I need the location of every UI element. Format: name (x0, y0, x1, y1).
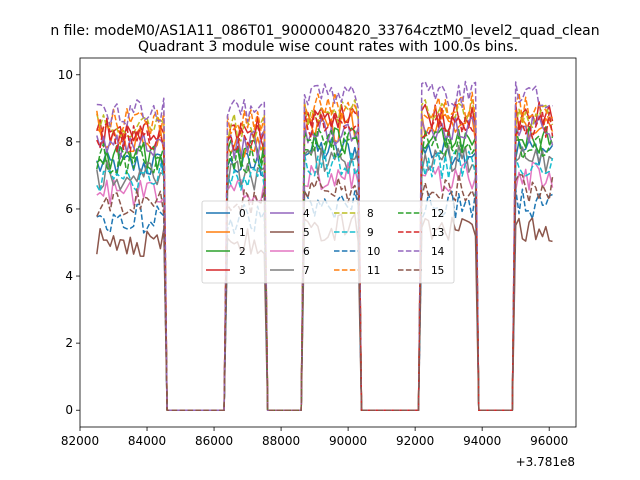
legend-frame (201, 200, 455, 284)
x-tick-label: 86000 (195, 434, 233, 448)
legend-label-7: 7 (303, 265, 310, 277)
y-tick-label: 8 (65, 135, 73, 149)
y-tick-label: 4 (65, 269, 73, 283)
x-tick-label: 82000 (61, 434, 99, 448)
legend-label-12: 12 (431, 208, 444, 220)
legend-label-10: 10 (367, 246, 380, 258)
y-tick-label: 10 (58, 68, 73, 82)
figure-suptitle: n file: modeM0/AS1A11_086T01_9000004820_… (50, 23, 599, 39)
x-axis: 82000 84000 86000 88000 90000 92000 94000 96000 (61, 427, 568, 448)
legend-label-2: 2 (239, 246, 246, 258)
x-tick-label: 94000 (463, 434, 501, 448)
y-axis: 0 2 4 6 8 10 (58, 68, 80, 417)
y-tick-label: 6 (65, 202, 73, 216)
x-offset-label: +3.781e8 (516, 455, 575, 469)
legend-label-9: 9 (367, 227, 374, 239)
legend-label-14: 14 (431, 246, 445, 258)
axes-frame (79, 57, 577, 428)
x-tick-label: 88000 (262, 434, 300, 448)
legend-label-8: 8 (367, 208, 374, 220)
series-line-15 (96, 173, 554, 411)
legend-label-5: 5 (303, 227, 310, 239)
legend-label-15: 15 (431, 265, 444, 277)
x-tick-label: 96000 (530, 434, 568, 448)
x-tick-label: 84000 (128, 434, 166, 448)
legend-label-4: 4 (303, 208, 310, 220)
x-tick-label: 90000 (329, 434, 367, 448)
x-tick-label: 92000 (396, 434, 434, 448)
legend-label-6: 6 (303, 246, 310, 258)
y-tick-label: 2 (65, 336, 73, 350)
legend-label-1: 1 (239, 227, 246, 239)
legend-label-3: 3 (239, 265, 246, 277)
legend-label-0: 0 (239, 208, 246, 220)
plot-area (79, 57, 577, 428)
y-tick-label: 0 (65, 403, 73, 417)
legend-label-11: 11 (367, 265, 380, 277)
legend-label-13: 13 (431, 227, 444, 239)
series-lines (96, 80, 554, 411)
plot-title: Quadrant 3 module wise count rates with … (138, 39, 518, 55)
